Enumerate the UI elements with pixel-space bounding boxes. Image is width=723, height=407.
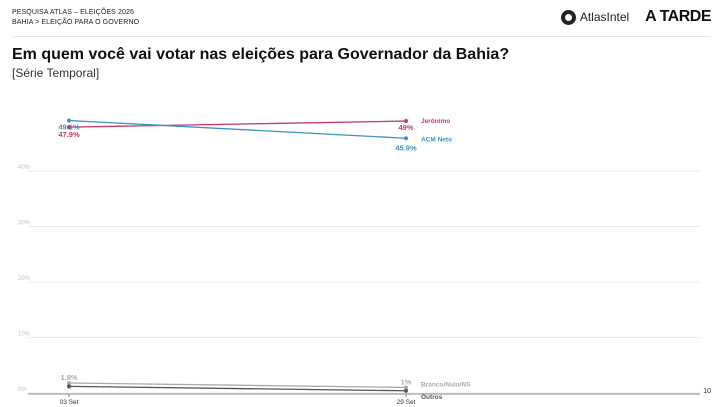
- page-title: Em quem você vai votar nas eleições para…: [12, 46, 510, 63]
- data-point: [67, 384, 71, 389]
- eyebrow-survey: PESQUISA ATLAS – ELEIÇÕES 2026: [12, 9, 134, 16]
- data-label: 1.8%: [60, 373, 77, 382]
- data-label: 47.9%: [58, 130, 80, 139]
- series-name: ACM Neto: [421, 136, 452, 143]
- y-tick-label: 40%: [18, 165, 31, 171]
- atarde-logo: A TARDE: [645, 8, 711, 25]
- data-point: [67, 125, 71, 130]
- page-number: 10: [703, 388, 711, 395]
- data-point: [67, 118, 71, 123]
- series-line: [68, 382, 407, 389]
- y-tick-label: 0%: [18, 387, 27, 393]
- x-tick-label: 29 Set: [397, 399, 416, 406]
- logos: AtlasIntel A TARDE: [560, 8, 711, 26]
- page-subtitle: [Série Temporal]: [12, 66, 100, 80]
- atlasintel-logo-icon: [560, 9, 576, 25]
- data-point: [404, 385, 408, 390]
- data-label: 1%: [401, 377, 412, 386]
- y-tick-label: 20%: [18, 276, 31, 282]
- atlasintel-logo-text: AtlasIntel: [579, 10, 630, 24]
- data-label: 49.1%: [58, 122, 80, 131]
- data-point: [67, 381, 71, 386]
- y-tick-label: 30%: [18, 221, 31, 227]
- eyebrow-breadcrumb: BAHIA > ELEIÇÃO PARA O GOVERNO: [12, 19, 140, 26]
- x-tick-label: 03 Set: [60, 399, 79, 406]
- header-divider: [12, 36, 711, 37]
- series-name: Branco/Nulo/NS: [421, 381, 471, 388]
- series-line: [68, 120, 407, 128]
- atlasintel-logo: AtlasIntel: [560, 9, 630, 25]
- series-line: [68, 385, 407, 392]
- series-name: Jerônimo: [421, 118, 450, 125]
- series-name: Outros: [421, 394, 443, 401]
- data-point: [404, 119, 408, 124]
- data-label: 49%: [398, 123, 413, 132]
- y-tick-label: 10%: [18, 332, 31, 338]
- data-label: 45.9%: [395, 143, 417, 152]
- series-line: [68, 119, 407, 139]
- data-point: [404, 388, 408, 393]
- data-point: [404, 136, 408, 141]
